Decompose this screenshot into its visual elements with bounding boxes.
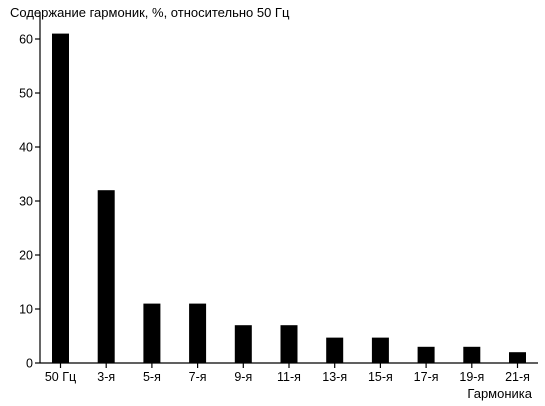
bar-10	[463, 346, 481, 363]
y-tick-label: 30	[19, 195, 33, 209]
x-tick-label: 50 Гц	[45, 370, 76, 384]
bar-1	[52, 33, 69, 363]
x-tick-label: 5-я	[143, 370, 161, 384]
bar-4	[189, 303, 207, 363]
bar-5	[234, 325, 252, 363]
y-tick-label: 20	[19, 249, 33, 263]
x-tick-label: 21-я	[505, 370, 530, 384]
x-tick-label: 15-я	[368, 370, 393, 384]
bar-3	[143, 303, 161, 363]
y-tick-label: 0	[26, 357, 33, 371]
bar-8	[371, 337, 389, 363]
y-tick-label: 40	[19, 141, 33, 155]
chart-title: Содержание гармоник, %, относительно 50 …	[10, 5, 290, 20]
x-tick-label: 11-я	[277, 370, 301, 384]
x-tick-label: 19-я	[459, 370, 484, 384]
y-tick-label: 50	[19, 87, 33, 101]
x-tick-label: 13-я	[322, 370, 347, 384]
bars	[52, 33, 526, 363]
bar-6	[280, 325, 298, 363]
y-tick-label: 60	[19, 33, 33, 47]
x-tick-label: 9-я	[234, 370, 252, 384]
bar-7	[326, 337, 344, 363]
x-tick-label: 17-я	[414, 370, 439, 384]
x-axis: 50 Гц 3-я 5-я 7-я 9-я 11-я 13-я 15-я 17-я 19-я 21-…	[40, 362, 538, 384]
y-axis: 0 10 20 30 40 50 60	[19, 12, 41, 371]
x-axis-label: Гармоника	[467, 386, 532, 401]
bar-9	[417, 346, 435, 363]
y-tick-label: 10	[19, 303, 33, 317]
bar-2	[97, 190, 115, 363]
bar-11	[509, 352, 526, 363]
x-tick-label: 7-я	[189, 370, 207, 384]
x-tick-label: 3-я	[97, 370, 115, 384]
